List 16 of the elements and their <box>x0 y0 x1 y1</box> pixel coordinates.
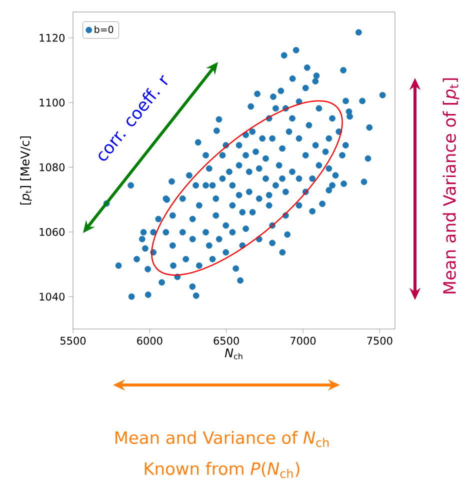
x-axis-title: N$_{ch}$ <box>224 348 242 360</box>
legend-label: b=0 <box>94 26 114 34</box>
y-tick-label: 1100 <box>40 98 65 107</box>
y-tick-label: 1040 <box>40 292 65 301</box>
x-tick-label: 5500 <box>60 336 86 345</box>
x-tick-label: 6000 <box>137 336 162 345</box>
text: Mean and Variance of [p$_{t}$] <box>442 78 460 294</box>
y-axis-title: [p$_{t}$] [MeV/c] <box>20 136 32 205</box>
x-tick-label: 7500 <box>367 336 392 345</box>
text: Known from P(N$_{ch}$) <box>144 462 300 478</box>
y-tick-label: 1120 <box>40 34 65 42</box>
y-tick-label: 1060 <box>40 228 65 236</box>
x-tick-label: 6500 <box>214 336 239 345</box>
text: Mean and Variance of N$_{ch}$ <box>116 430 329 448</box>
y-tick-label: 1080 <box>40 163 65 172</box>
x-tick-label: 7000 <box>290 336 316 345</box>
